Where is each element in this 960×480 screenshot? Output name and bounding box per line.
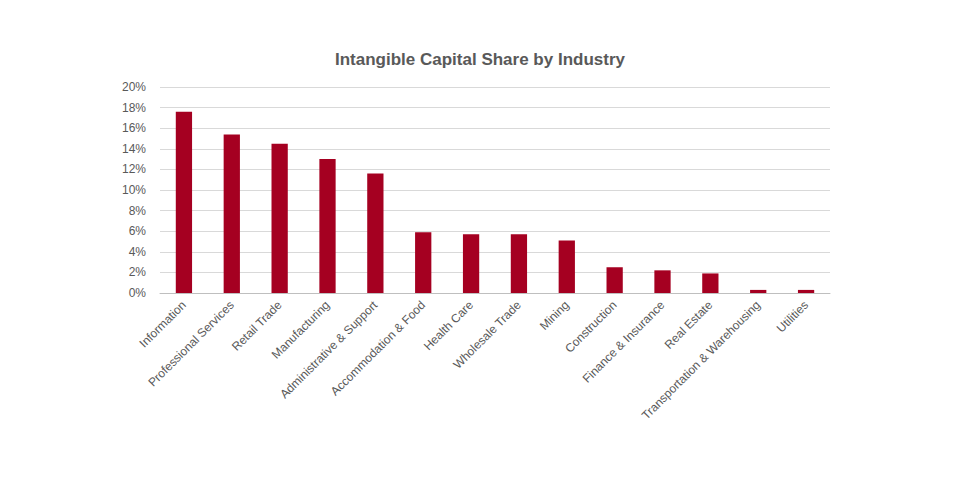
- svg-text:Construction: Construction: [562, 298, 620, 356]
- svg-text:Manufacturing: Manufacturing: [268, 298, 333, 362]
- svg-text:8%: 8%: [129, 204, 147, 218]
- svg-text:Accommodation & Food: Accommodation & Food: [328, 298, 428, 398]
- svg-text:18%: 18%: [122, 101, 146, 115]
- svg-text:Real Estate: Real Estate: [661, 298, 716, 352]
- svg-text:Information: Information: [136, 298, 189, 351]
- svg-text:Retail Trade: Retail Trade: [229, 298, 285, 354]
- svg-text:6%: 6%: [129, 224, 147, 238]
- svg-text:16%: 16%: [122, 121, 146, 135]
- svg-text:Transportation & Warehousing: Transportation & Warehousing: [639, 298, 763, 422]
- svg-text:Wholesale Trade: Wholesale Trade: [450, 298, 524, 372]
- svg-text:Intangible Capital Share by In: Intangible Capital Share by Industry: [335, 50, 626, 69]
- svg-text:Finance & Insurance: Finance & Insurance: [580, 298, 668, 386]
- svg-text:14%: 14%: [122, 142, 146, 156]
- svg-text:Health Care: Health Care: [420, 298, 476, 354]
- svg-text:Utilities: Utilities: [774, 298, 811, 335]
- svg-text:20%: 20%: [122, 80, 146, 94]
- svg-text:0%: 0%: [129, 286, 147, 300]
- svg-text:4%: 4%: [129, 245, 147, 259]
- svg-text:12%: 12%: [122, 162, 146, 176]
- svg-text:Administrative & Support: Administrative & Support: [277, 298, 381, 402]
- svg-text:2%: 2%: [129, 265, 147, 279]
- svg-text:Mining: Mining: [537, 298, 572, 333]
- svg-text:Professional Services: Professional Services: [145, 298, 236, 389]
- svg-text:10%: 10%: [122, 183, 146, 197]
